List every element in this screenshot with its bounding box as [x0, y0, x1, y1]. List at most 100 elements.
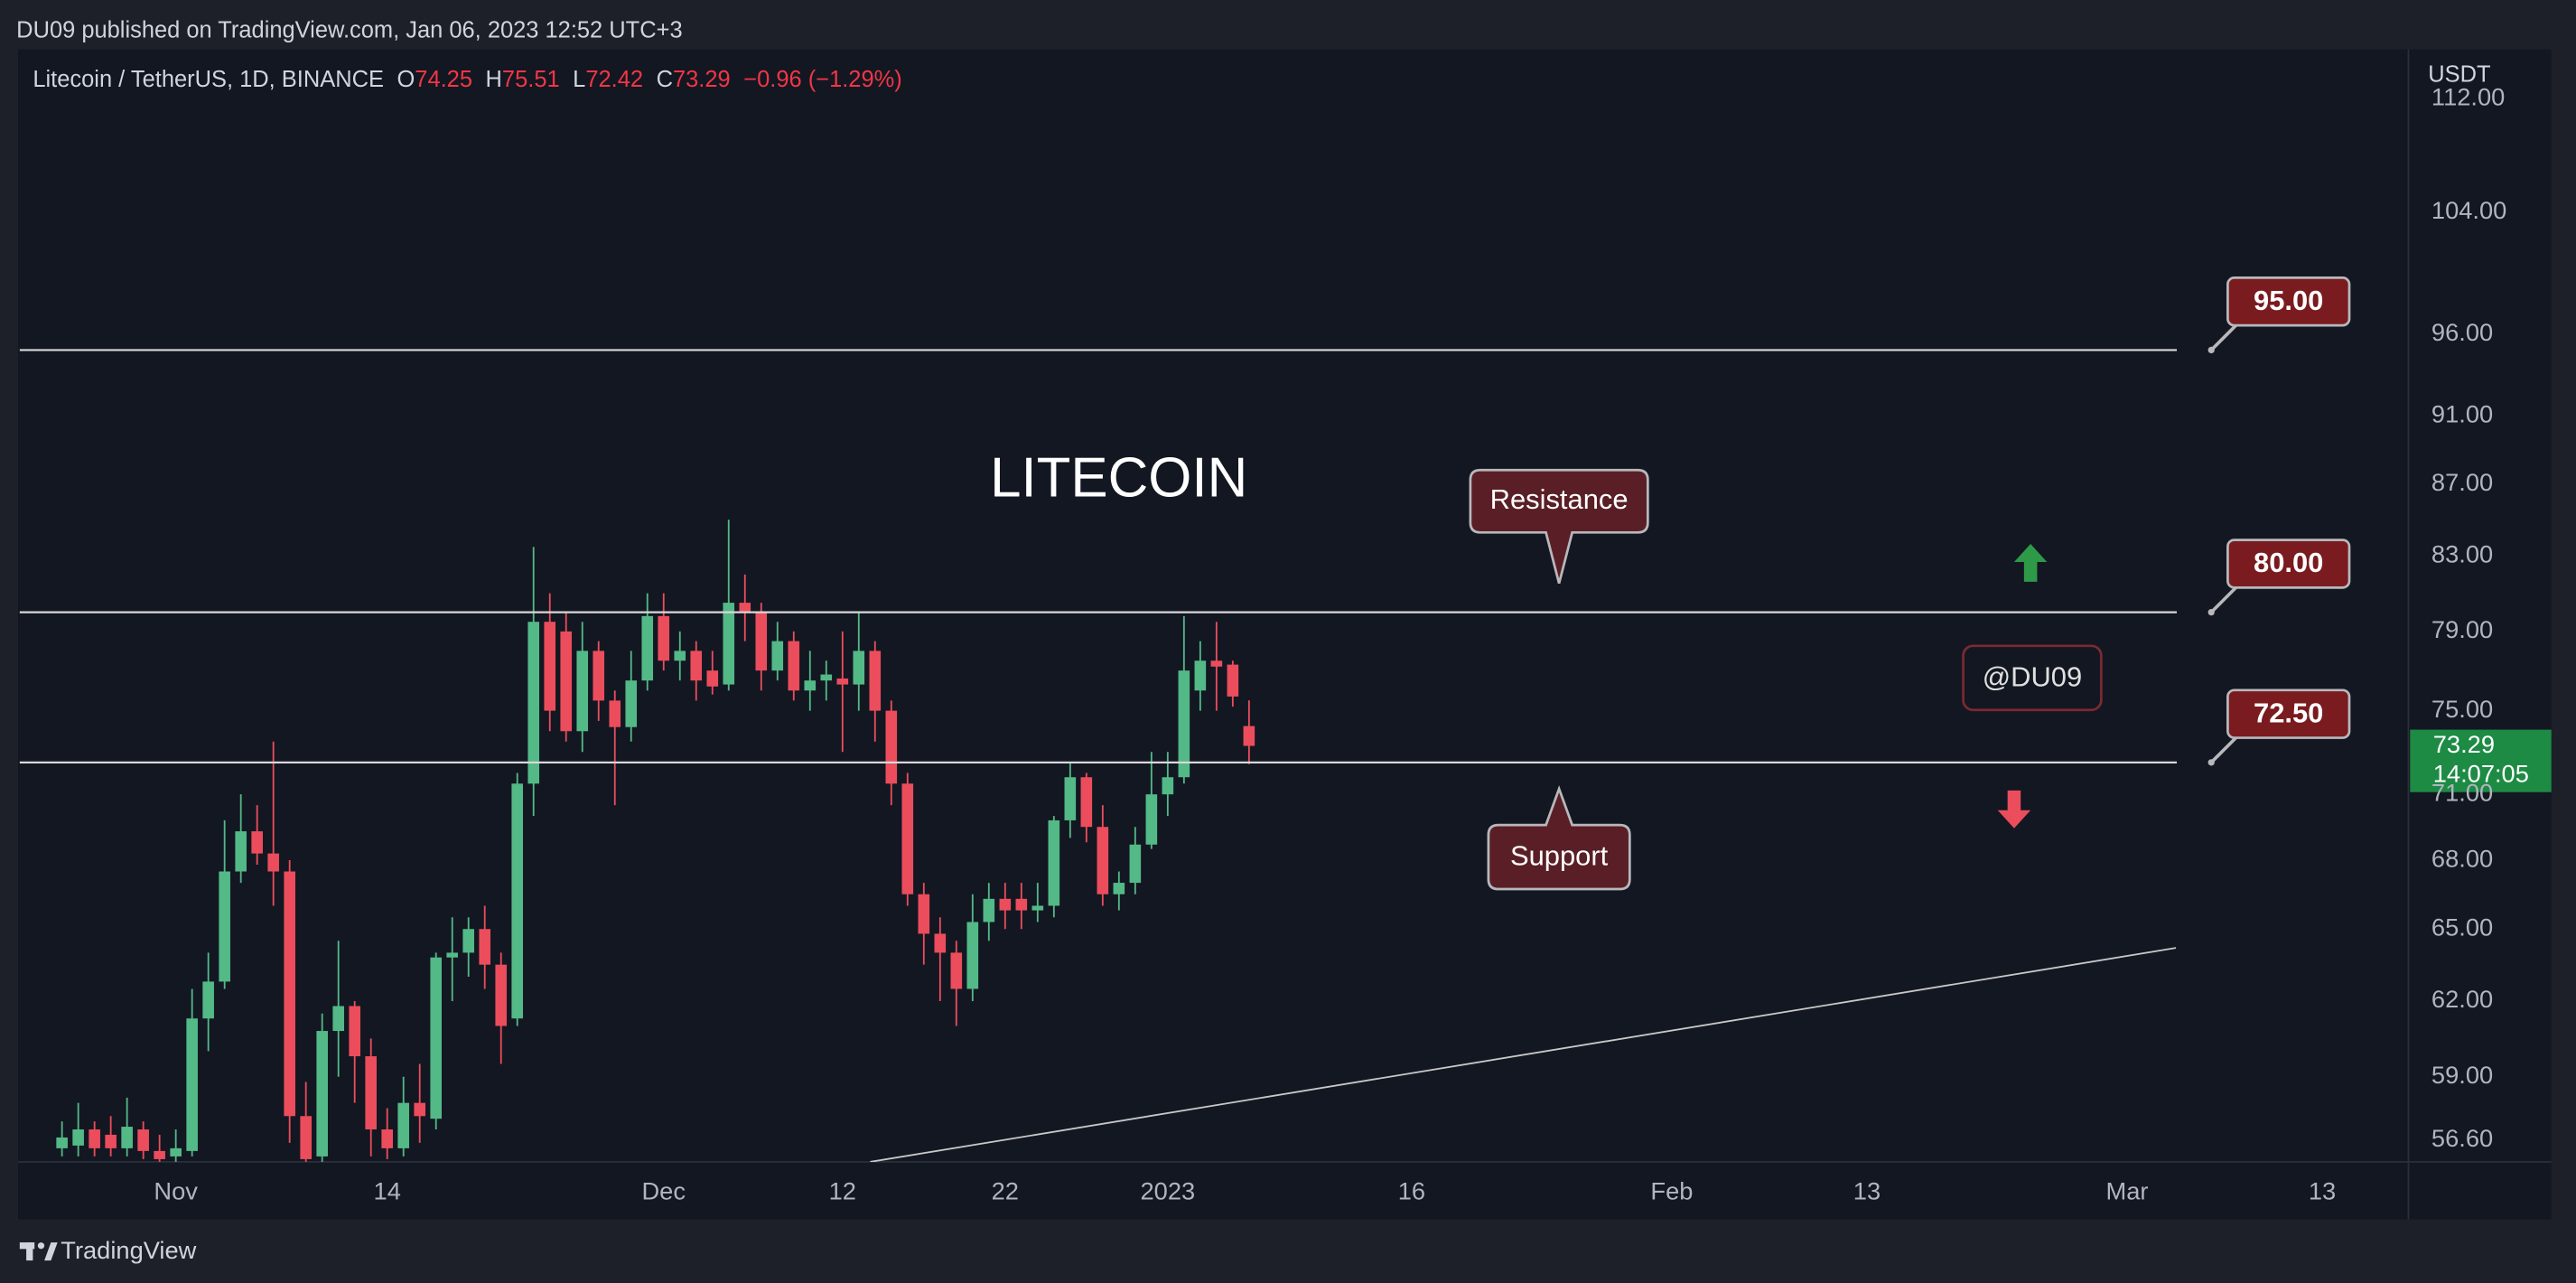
y-tick-label: 87.00	[2431, 468, 2493, 496]
candle-body	[1210, 660, 1223, 667]
watermark: @DU09	[1983, 660, 2082, 692]
candle-body	[381, 1129, 393, 1148]
candle-body	[966, 922, 979, 989]
resistance-label: Resistance	[1490, 483, 1629, 515]
candle-body	[836, 678, 849, 685]
down-arrow	[1997, 790, 2031, 829]
x-tick-label: 14	[374, 1177, 401, 1205]
y-tick-label: 79.00	[2431, 615, 2493, 643]
candle-body	[1113, 883, 1125, 894]
candle-body	[755, 612, 768, 671]
callout-anchor	[2207, 346, 2215, 354]
y-tick-label: 112.00	[2431, 83, 2505, 111]
candle-body	[983, 898, 995, 922]
candle-body	[235, 831, 247, 872]
candle-body	[641, 615, 654, 681]
candle-body	[105, 1134, 117, 1148]
x-tick-label: Dec	[641, 1177, 685, 1205]
candle-body	[251, 831, 263, 854]
y-tick-label: 56.60	[2431, 1124, 2493, 1152]
level-label: 80.00	[2254, 547, 2323, 578]
ohlc-value: 74.25	[415, 67, 472, 92]
candle-body	[1097, 827, 1109, 894]
candle-body	[495, 964, 508, 1026]
price-label-box	[2410, 729, 2552, 792]
x-tick-label: 16	[1398, 1177, 1425, 1205]
candle-body	[1129, 844, 1142, 884]
candle-body	[885, 710, 898, 784]
candle-body	[1080, 777, 1093, 828]
level-label: 72.50	[2254, 697, 2323, 728]
level-label: 95.00	[2254, 285, 2323, 316]
plot	[56, 520, 2177, 1162]
candle-body	[332, 1006, 344, 1032]
candle-body	[788, 641, 800, 691]
candle-body	[154, 1150, 165, 1159]
symbol: Litecoin / TetherUS, 1D, BINANCE	[33, 67, 384, 92]
plot-background	[18, 49, 2552, 1220]
candle-body	[397, 1102, 409, 1148]
candle-body	[186, 1018, 198, 1151]
currency: USDT	[2428, 61, 2490, 87]
support-callout	[1487, 785, 1631, 891]
y-tick-label: 91.00	[2431, 399, 2493, 427]
trend-line	[870, 947, 2177, 1162]
candle-body	[1194, 660, 1207, 691]
brand: TradingView	[61, 1236, 196, 1264]
watermark-box	[1962, 644, 2103, 712]
candle-body	[609, 700, 621, 727]
symbol-header: Litecoin / TetherUS, 1D, BINANCE O74.25 H7…	[33, 67, 901, 92]
candle-body	[1243, 726, 1255, 746]
level-callout	[2226, 276, 2351, 327]
x-tick-label: 13	[1853, 1177, 1881, 1205]
candle-body	[804, 680, 817, 691]
y-tick-label: 96.00	[2431, 318, 2493, 346]
x-tick-label: 22	[992, 1177, 1019, 1205]
candle-body	[284, 871, 295, 1117]
y-tick-label: 59.00	[2431, 1061, 2493, 1089]
level-callout	[2226, 538, 2351, 589]
candle-body	[267, 853, 279, 872]
x-tick-label: Nov	[154, 1177, 198, 1205]
callout-anchor	[2207, 608, 2215, 616]
y-tick-label: 62.00	[2431, 985, 2493, 1013]
candle-body	[658, 615, 670, 661]
change: −0.96 (−1.29%)	[743, 67, 901, 92]
candle-body	[462, 929, 475, 953]
x-tick-label: 12	[829, 1177, 856, 1205]
candle-body	[950, 952, 963, 989]
ohlc-label: O	[397, 67, 415, 92]
x-tick-label: 13	[2309, 1177, 2336, 1205]
candle-body	[593, 651, 605, 701]
callout-anchor	[2207, 759, 2215, 766]
candle-body	[723, 603, 735, 685]
candle-body	[934, 933, 947, 953]
y-tick-label: 75.00	[2431, 695, 2493, 723]
y-tick-label: 65.00	[2431, 913, 2493, 941]
candle-body	[1048, 819, 1060, 906]
level-callout	[2226, 688, 2351, 739]
ohlc-value: 75.51	[502, 67, 560, 92]
ohlc-value: 73.29	[673, 67, 731, 92]
candle-body	[1178, 670, 1190, 778]
candle-body	[706, 670, 719, 687]
candle-body	[560, 631, 573, 732]
candle-body	[137, 1129, 149, 1151]
candle-body	[365, 1056, 377, 1130]
resistance-callout	[1469, 468, 1649, 585]
y-tick-label: 83.00	[2431, 540, 2493, 568]
candle-body	[999, 898, 1012, 911]
callout-pointer	[2209, 323, 2239, 351]
candle-body	[544, 622, 556, 711]
candle-body	[1031, 905, 1044, 911]
candle-body	[414, 1102, 426, 1117]
candle-body	[918, 894, 930, 934]
candle-body	[1227, 664, 1239, 697]
candle-body	[690, 651, 703, 681]
candle-body	[300, 1116, 312, 1159]
candle-body	[869, 651, 882, 711]
up-arrow	[2013, 544, 2048, 582]
candle-body	[479, 929, 491, 965]
